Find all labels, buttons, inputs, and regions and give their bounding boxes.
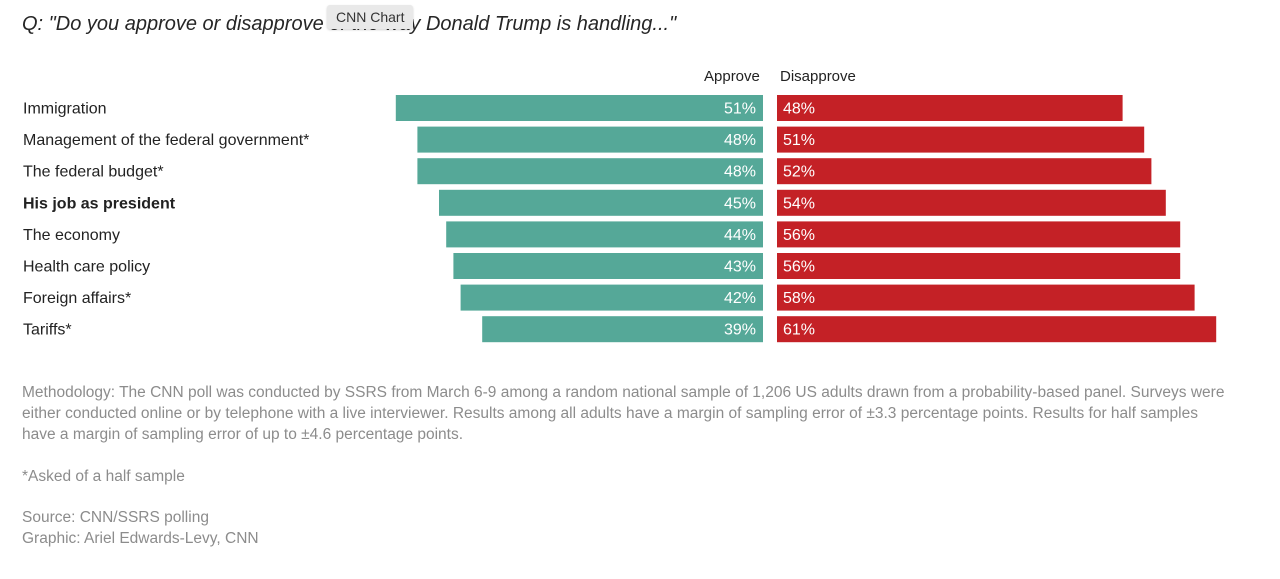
disapprove-bar	[777, 253, 1181, 279]
disapprove-header: Disapprove	[780, 68, 856, 85]
disapprove-bar	[777, 189, 1166, 216]
approve-value-label: 45%	[724, 195, 756, 212]
approve-bar	[453, 253, 763, 279]
category-label: Foreign affairs*	[23, 290, 131, 307]
approve-bar	[460, 284, 763, 311]
disapprove-value-label: 51%	[783, 132, 815, 149]
approve-value-label: 42%	[724, 290, 756, 307]
category-label: The federal budget*	[23, 164, 164, 181]
disapprove-value-label: 56%	[783, 227, 815, 244]
approval-chart: Immigration 51% 48% Management of the feder…	[23, 95, 1217, 343]
approve-bar	[446, 221, 763, 248]
graphic-credit: Graphic: Ariel Edwards-Levy, CNN	[22, 530, 259, 547]
disapprove-value-label: 56%	[783, 259, 815, 276]
category-label: Immigration	[23, 101, 107, 118]
approve-value-label: 39%	[724, 322, 756, 339]
disapprove-bar	[777, 158, 1152, 185]
disapprove-value-label: 52%	[783, 164, 815, 181]
half-sample-note: *Asked of a half sample	[22, 468, 185, 485]
approve-bar	[439, 189, 763, 216]
category-label: Tariffs*	[23, 322, 72, 339]
approve-value-label: 43%	[724, 259, 756, 276]
source-line: Source: CNN/SSRS polling	[22, 509, 209, 526]
approve-bar	[395, 95, 763, 121]
disapprove-value-label: 61%	[783, 322, 815, 339]
category-label: Management of the federal government*	[23, 132, 309, 149]
disapprove-bar	[777, 126, 1145, 153]
approve-header: Approve	[704, 68, 760, 85]
approve-value-label: 48%	[724, 164, 756, 181]
disapprove-bar	[777, 95, 1123, 121]
disapprove-value-label: 54%	[783, 195, 815, 212]
approve-value-label: 48%	[724, 132, 756, 149]
approve-value-label: 51%	[724, 101, 756, 118]
source-credit: Source: CNN/SSRS polling Graphic: Ariel …	[22, 507, 259, 549]
category-label: The economy	[23, 227, 120, 244]
disapprove-value-label: 48%	[783, 101, 815, 118]
methodology-note: Methodology: The CNN poll was conducted …	[22, 384, 1225, 443]
approve-bar	[417, 158, 763, 185]
chart-tooltip: CNN Chart	[327, 5, 414, 29]
category-label: Health care policy	[23, 259, 150, 276]
disapprove-bar	[777, 284, 1195, 311]
disapprove-bar	[777, 221, 1181, 248]
approve-bar	[417, 126, 763, 153]
disapprove-bar	[777, 316, 1217, 343]
approve-bar	[482, 316, 763, 343]
approve-value-label: 44%	[724, 227, 756, 244]
disapprove-value-label: 58%	[783, 290, 815, 307]
category-label: His job as president	[23, 195, 176, 212]
